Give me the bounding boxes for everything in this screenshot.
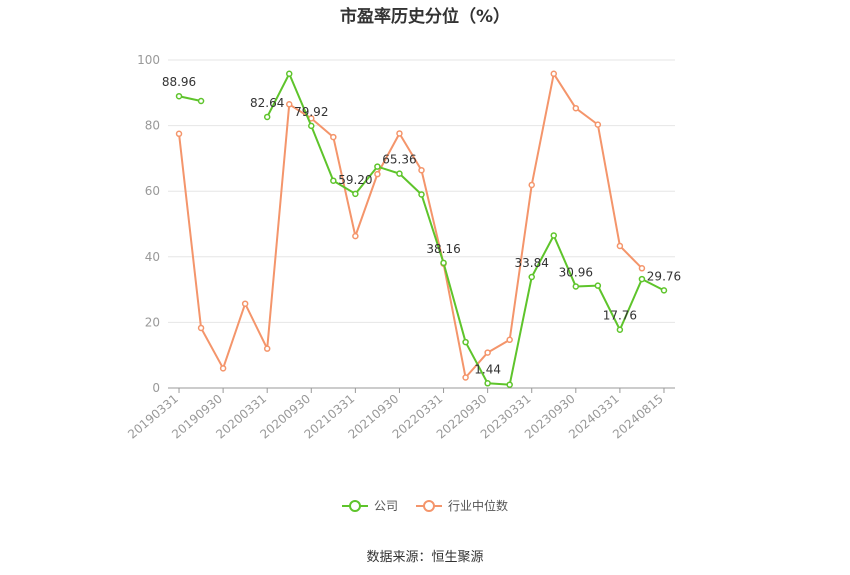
data-point [285, 70, 293, 78]
y-tick-label: 20 [145, 315, 160, 329]
data-point [616, 326, 624, 333]
data-point [550, 70, 558, 78]
legend-item-industry[interactable]: 行业中位数 [416, 497, 508, 514]
data-point [484, 380, 491, 387]
data-point [263, 113, 271, 121]
data-point [374, 170, 381, 178]
data-point [263, 345, 271, 352]
data-point [352, 232, 359, 240]
data-source: 数据来源：恒生聚源 [366, 550, 484, 565]
data-point [572, 104, 580, 112]
series-line-1 [178, 72, 643, 379]
data-point [396, 130, 403, 137]
data-label: 79.92 [294, 105, 328, 119]
series-line-0 [266, 72, 665, 386]
data-label: 59.20 [338, 173, 372, 187]
data-point [219, 365, 227, 372]
data-point [660, 287, 668, 294]
data-point [418, 191, 425, 198]
data-point [197, 97, 205, 105]
y-tick-label: 100 [137, 53, 160, 67]
data-point [374, 163, 381, 170]
legend-item-company[interactable]: 公司 [341, 497, 398, 514]
data-point [418, 166, 425, 174]
data-point [285, 101, 293, 108]
data-label: 17.76 [603, 309, 637, 323]
y-tick-label: 60 [145, 184, 160, 198]
data-point [462, 374, 469, 381]
data-point [484, 349, 491, 356]
data-point [528, 273, 535, 281]
data-label: 82.64 [250, 96, 284, 110]
data-label: 38.16 [426, 242, 460, 256]
line-chart: 0204060801002019033120190930202003312020… [125, 53, 681, 442]
data-point [308, 122, 315, 130]
data-label: 29.76 [647, 269, 681, 283]
chart-title: 市盈率历史分位（%） [339, 7, 511, 27]
data-label: 30.96 [559, 265, 593, 279]
data-point [462, 338, 469, 346]
y-tick-label: 80 [145, 119, 160, 133]
data-point [330, 133, 337, 141]
data-point [550, 232, 558, 239]
data-point [241, 300, 249, 307]
data-label: 33.84 [515, 256, 549, 270]
y-tick-label: 40 [145, 250, 160, 264]
data-point [506, 336, 513, 344]
legend-label-industry: 行业中位数 [448, 499, 509, 513]
data-point [594, 282, 602, 289]
data-point [638, 275, 646, 283]
data-point [440, 259, 447, 267]
data-point [330, 177, 337, 184]
data-point [638, 265, 646, 272]
data-point [616, 242, 624, 250]
data-point [175, 92, 183, 100]
data-label: 65.36 [382, 153, 416, 167]
data-point [352, 190, 359, 198]
legend-label-company: 公司 [373, 499, 398, 513]
data-point [396, 170, 403, 177]
data-label: 1.44 [474, 362, 501, 376]
series-line-0 [178, 95, 202, 102]
data-point [175, 130, 183, 138]
chart-legend: 公司 行业中位数 [0, 497, 850, 514]
data-point [528, 181, 535, 189]
data-point [572, 283, 580, 290]
data-point [506, 381, 513, 388]
legend-swatch-company [341, 499, 368, 513]
y-tick-label: 0 [152, 381, 160, 395]
data-label: 88.96 [162, 75, 196, 89]
legend-swatch-industry [416, 499, 442, 513]
data-point [197, 324, 205, 332]
data-point [594, 121, 602, 128]
